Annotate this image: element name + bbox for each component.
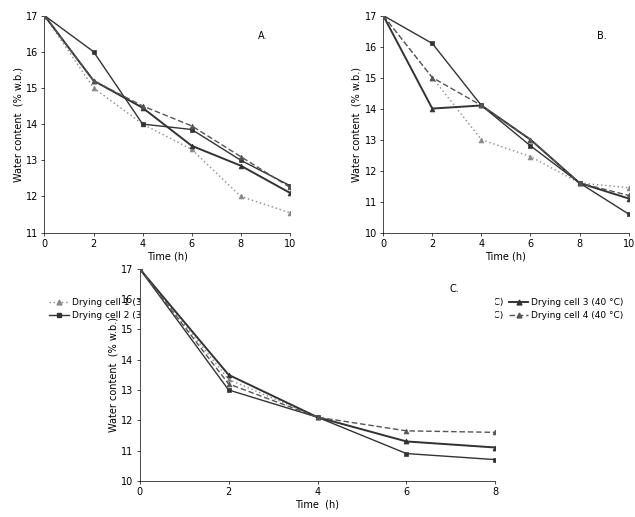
Y-axis label: Water content  (% w.b.): Water content (% w.b.) <box>352 67 362 181</box>
Text: B.: B. <box>597 31 606 41</box>
X-axis label: Time  (h): Time (h) <box>295 500 340 510</box>
Legend: Drying cell 1 (40 °C), Drying cell 2 (40 °C), Drying cell 3 (40 °C), Drying cell: Drying cell 1 (40 °C), Drying cell 2 (40… <box>388 298 624 321</box>
Text: A.: A. <box>258 31 267 41</box>
X-axis label: Time (h): Time (h) <box>486 252 526 262</box>
Legend: Drying cell 1 (30 °C), Drying cell 2 (30 °C), Drying cell 3 (30 °C), Drying cell: Drying cell 1 (30 °C), Drying cell 2 (30… <box>50 298 285 321</box>
Text: C.: C. <box>449 284 459 294</box>
X-axis label: Time (h): Time (h) <box>147 252 187 262</box>
Y-axis label: Water content  (% w.b.): Water content (% w.b.) <box>109 317 118 432</box>
Y-axis label: Water content  (% w.b.): Water content (% w.b.) <box>13 67 23 181</box>
